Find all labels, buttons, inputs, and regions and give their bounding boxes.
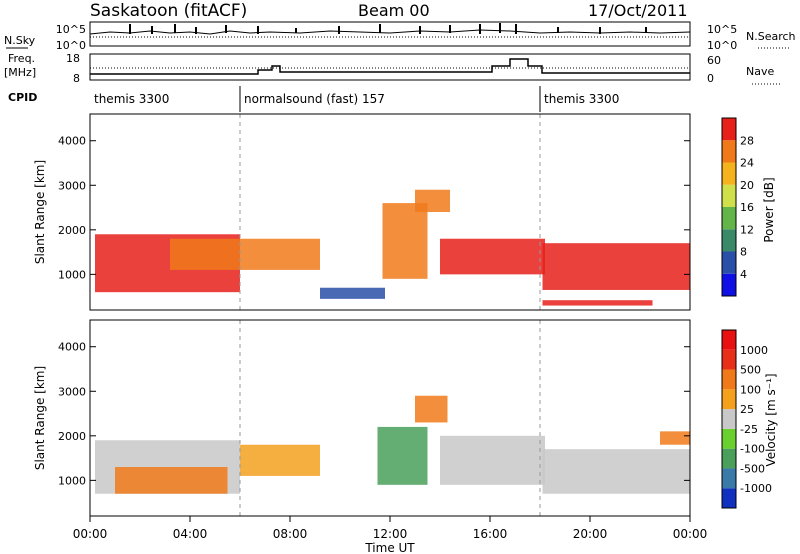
heatmap-region [170, 238, 320, 270]
x-tick-label: 00:00 [73, 527, 108, 541]
colorbar-swatch [722, 428, 736, 449]
colorbar-swatch [722, 251, 736, 274]
heatmap-region [415, 395, 448, 423]
colorbar-swatch [722, 389, 736, 410]
heatmap-region [440, 238, 545, 275]
heatmap-region [415, 189, 450, 212]
nsky-tick-bottom: 10^0 [56, 39, 86, 52]
colorbar-tick-label: -1000 [740, 482, 772, 495]
cpid-segment-label: themis 3300 [94, 92, 169, 106]
colorbar-swatch [722, 409, 736, 429]
y-tick-label: 2000 [58, 224, 86, 237]
heatmap-region [115, 467, 228, 494]
heatmap-region [542, 300, 653, 306]
cpid-segment-label: normalsound (fast) 157 [244, 92, 385, 106]
y-tick-label: 1000 [58, 474, 86, 487]
colorbar-swatch [722, 349, 736, 370]
nsky-trace [89, 29, 691, 35]
y-tick-label: 4000 [58, 135, 86, 148]
nsky-panel: N.Sky 10^5 10^0 10^5 10^0 N.Search [4, 21, 796, 52]
velocity-ylabel: Slant Range [km] [33, 366, 47, 470]
colorbar-swatch [722, 369, 736, 390]
nsky-label: N.Sky [4, 34, 36, 47]
cpid-label: CPID [8, 91, 37, 104]
colorbar-tick-label: 28 [740, 134, 754, 147]
nsearch-tick-bottom: 10^0 [707, 39, 737, 52]
velocity-colorbar: 1000 500 100 25 -25 -100 -500 -1000 Velocity [m… [721, 329, 778, 509]
colorbar-tick-label: -500 [740, 462, 765, 475]
freq-panel: Freq. [MHz] 18 8 60 0 Nave [4, 52, 782, 85]
power-ylabel: Slant Range [km] [33, 160, 47, 264]
colorbar-tick-label: 12 [740, 223, 754, 236]
colorbar-swatch [722, 488, 736, 508]
velocity-colorbar-label: Velocity [m s⁻¹] [764, 373, 778, 466]
colorbar-swatch [722, 207, 736, 230]
colorbar-tick-label: 16 [740, 201, 754, 214]
colorbar-tick-label: 25 [740, 403, 754, 416]
y-tick-label: 1000 [58, 268, 86, 281]
beam-title: Beam 00 [358, 1, 430, 20]
velocity-panel: 1000 2000 3000 4000 Slant Range [km] [33, 319, 691, 517]
colorbar-tick-label: -25 [740, 423, 758, 436]
freq-units: [MHz] [4, 66, 36, 79]
time-axis: 00:00 04:00 08:00 12:00 16:00 20:00 00:00 [73, 516, 708, 541]
power-colorbar-label: Power [dB] [762, 177, 776, 242]
x-tick-label: 20:00 [573, 527, 608, 541]
heatmap-region [382, 203, 428, 279]
x-tick-label: 00:00 [673, 527, 708, 541]
colorbar-tick-label: 24 [740, 157, 754, 170]
nave-label: Nave [746, 65, 774, 78]
y-tick-label: 3000 [58, 179, 86, 192]
cpid-segment-label: themis 3300 [544, 92, 619, 106]
heatmap-region [542, 243, 690, 290]
colorbar-swatch [722, 330, 736, 350]
heatmap-region [240, 444, 320, 476]
cpid-row: themis 3300 normalsound (fast) 157 themis … [94, 86, 619, 112]
heatmap-region [320, 287, 385, 299]
xlabel: Time UT [364, 541, 415, 554]
y-tick-label: 2000 [58, 430, 86, 443]
nsearch-label: N.Search [746, 30, 796, 43]
colorbar-swatch [722, 140, 736, 163]
date-title: 17/Oct/2011 [588, 1, 688, 20]
colorbar-tick-label: 100 [740, 383, 761, 396]
heatmap-region [660, 431, 690, 445]
heatmap-region [440, 435, 545, 485]
power-panel: 1000 2000 3000 4000 Slant Range [km] [33, 113, 691, 311]
colorbar-tick-label: 4 [740, 268, 747, 281]
heatmap-region [377, 426, 428, 485]
colorbar-swatch [722, 118, 736, 141]
y-tick-label: 3000 [58, 385, 86, 398]
nsearch-tick-top: 10^5 [707, 23, 737, 36]
x-tick-label: 04:00 [173, 527, 208, 541]
nsky-tick-top: 10^5 [56, 23, 86, 36]
x-tick-label: 08:00 [273, 527, 308, 541]
colorbar-swatch [722, 468, 736, 489]
nsky-spikes [129, 23, 647, 34]
colorbar-swatch [722, 229, 736, 252]
heatmap-region [542, 449, 690, 494]
x-tick-label: 16:00 [473, 527, 508, 541]
colorbar-tick-label: 1000 [740, 344, 768, 357]
colorbar-swatch [722, 184, 736, 207]
freq-tick-top: 18 [66, 52, 80, 65]
colorbar-tick-label: 500 [740, 364, 761, 377]
colorbar-swatch [722, 162, 736, 185]
x-tick-label: 12:00 [373, 527, 408, 541]
power-colorbar: 4 8 12 16 20 24 28 Power [dB] [721, 117, 776, 297]
colorbar-swatch [722, 273, 736, 296]
freq-tick-bottom: 8 [73, 72, 80, 85]
nave-tick-bottom: 0 [707, 72, 714, 85]
colorbar-tick-label: 8 [740, 246, 747, 259]
freq-label: Freq. [8, 52, 35, 65]
colorbar-tick-label: -100 [740, 443, 765, 456]
freq-trace [90, 58, 690, 75]
colorbar-swatch [722, 448, 736, 469]
y-tick-label: 4000 [58, 341, 86, 354]
colorbar-tick-label: 20 [740, 179, 754, 192]
station-title: Saskatoon (fitACF) [90, 1, 247, 21]
nave-tick-top: 60 [707, 54, 721, 67]
